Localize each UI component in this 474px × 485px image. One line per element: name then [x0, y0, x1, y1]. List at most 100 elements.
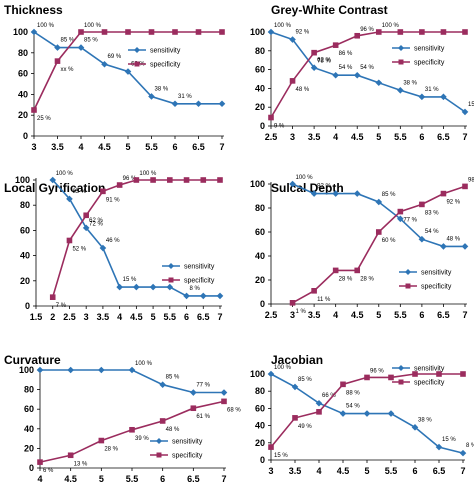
specificity-point: [83, 212, 89, 219]
data-label: 61 %: [196, 414, 210, 420]
data-label: 8 %: [190, 286, 201, 292]
y-tick-label: 40: [255, 251, 265, 261]
specificity-point: [375, 29, 382, 35]
chart-svg: Thickness 0 20 40 60 80 100 3 3.5 4 4.5 5 5.5 6 6.5 7 1…: [4, 3, 226, 152]
specificity-point: [31, 107, 37, 113]
x-tick-label: 4.5: [337, 466, 350, 476]
data-label: 15 %: [274, 453, 288, 459]
x-tick-label: 5: [99, 474, 104, 484]
specificity-point: [217, 177, 223, 183]
chart-thickness: Thickness 0 20 40 60 80 100 3 3.5 4 4.5 5 5.5 6 6.5 7 1…: [0, 0, 237, 162]
data-label: 98 %: [468, 177, 474, 183]
x-tick-label: 4: [78, 142, 83, 152]
y-tick-label: 20: [20, 276, 30, 286]
legend-swatch-marker: [168, 277, 174, 283]
y-tick-label: 20: [24, 443, 34, 453]
sensitivity-point: [310, 190, 318, 197]
legend-label: sensitivity: [414, 366, 445, 373]
x-tick-label: 3.5: [289, 466, 302, 476]
chart-title: Thickness: [4, 3, 63, 17]
data-label: 11 %: [317, 297, 331, 303]
data-label: 92 %: [446, 200, 460, 206]
data-label: 48 %: [166, 427, 180, 433]
y-tick-label: 100: [250, 179, 265, 189]
specificity-point: [129, 426, 135, 433]
sensitivity-point: [397, 86, 404, 94]
data-label: 96 %: [370, 368, 384, 374]
specificity-point: [148, 29, 155, 35]
x-tick-label: 5.5: [126, 474, 139, 484]
legend-swatch-marker: [398, 45, 404, 51]
chart-svg: Sulcal Depth 0 20 40 60 80 100 2.5 3 3.5 4 4.5 5 5.5…: [250, 175, 474, 320]
y-tick-label: 80: [255, 386, 265, 396]
x-tick-label: 4: [333, 132, 338, 142]
data-label: 6 %: [43, 468, 54, 474]
x-tick-label: 3: [31, 142, 36, 152]
y-tick-label: 40: [255, 83, 265, 93]
specificity-point: [268, 114, 274, 121]
y-tick-label: 60: [255, 65, 265, 75]
y-tick-label: 80: [20, 200, 30, 210]
data-label: 38 %: [403, 80, 417, 86]
x-tick-label: 4: [316, 466, 321, 476]
x-tick-label: 7: [221, 474, 226, 484]
specificity-point: [440, 29, 447, 35]
specificity-point: [419, 201, 425, 208]
x-tick-label: 4: [37, 474, 42, 484]
y-tick-label: 20: [255, 438, 265, 448]
data-label: 60 %: [382, 238, 396, 244]
sensitivity-point: [375, 79, 383, 87]
x-tick-label: 6: [172, 142, 177, 152]
sensitivity-point: [418, 93, 426, 101]
x-tick-label: 3.5: [97, 312, 110, 322]
data-label: 62 %: [89, 218, 103, 224]
data-label: 92 %: [296, 30, 310, 36]
x-tick-label: 5: [376, 310, 381, 320]
y-tick-label: 20: [255, 275, 265, 285]
x-tick-label: 6: [419, 310, 424, 320]
chart-jacobian: Jacobian 0 20 40 60 80 100 3 3.5 4 4.5 5 5.5 6 6.5 7 10…: [237, 324, 474, 485]
specificity-point: [419, 29, 425, 35]
x-tick-label: 4.5: [351, 132, 364, 142]
chart-grey-white-contrast: Grey-White Contrast 0 20 40 60 80 100 2.5 3 3.5 4…: [237, 0, 474, 162]
specificity-point: [78, 29, 84, 35]
y-tick-label: 100: [15, 175, 30, 185]
specificity-point: [172, 29, 178, 35]
specificity-point: [37, 459, 43, 465]
data-label: 9 %: [274, 124, 285, 130]
x-tick-label: 3: [290, 132, 295, 142]
sensitivity-point: [459, 449, 467, 457]
y-tick-label: 20: [255, 102, 265, 112]
y-tick-label: 0: [23, 131, 28, 141]
sensitivity-point: [218, 100, 226, 108]
sensitivity-point: [440, 243, 447, 250]
specificity-point: [49, 294, 56, 300]
specificity-point: [388, 374, 394, 381]
specificity-point: [66, 237, 73, 244]
data-label: 96 %: [360, 27, 374, 33]
y-tick-label: 60: [24, 404, 34, 414]
x-tick-label: 6.5: [433, 466, 446, 476]
data-label: 38 %: [418, 417, 432, 423]
sensitivity-line: [270, 31, 466, 113]
x-tick-label: 5: [376, 132, 381, 142]
y-tick-label: 0: [260, 121, 265, 131]
data-label: 15 %: [468, 102, 474, 108]
x-tick-label: 4.5: [98, 142, 111, 152]
sensitivity-point: [397, 215, 404, 223]
specificity-point: [195, 29, 202, 35]
x-tick-label: 6: [184, 312, 189, 322]
specificity-point: [98, 437, 105, 444]
specificity-point: [54, 58, 61, 64]
x-tick-label: 1.5: [30, 312, 43, 322]
data-label: 8 %: [466, 443, 474, 449]
specificity-point: [268, 444, 274, 450]
sensitivity-point: [124, 68, 132, 75]
chart-curvature: Curvature 0 20 40 60 80 100 4 4.5 5 5.5 6 6.5 7 100 %…: [0, 324, 241, 485]
y-tick-label: 60: [18, 69, 28, 79]
data-label: 52 %: [72, 246, 86, 252]
chart-svg: Grey-White Contrast 0 20 40 60 80 100 2.5 3 3.5 4…: [250, 3, 474, 142]
data-label: 83 %: [425, 210, 439, 216]
data-label: 100 %: [274, 365, 292, 371]
specificity-line: [270, 31, 465, 118]
